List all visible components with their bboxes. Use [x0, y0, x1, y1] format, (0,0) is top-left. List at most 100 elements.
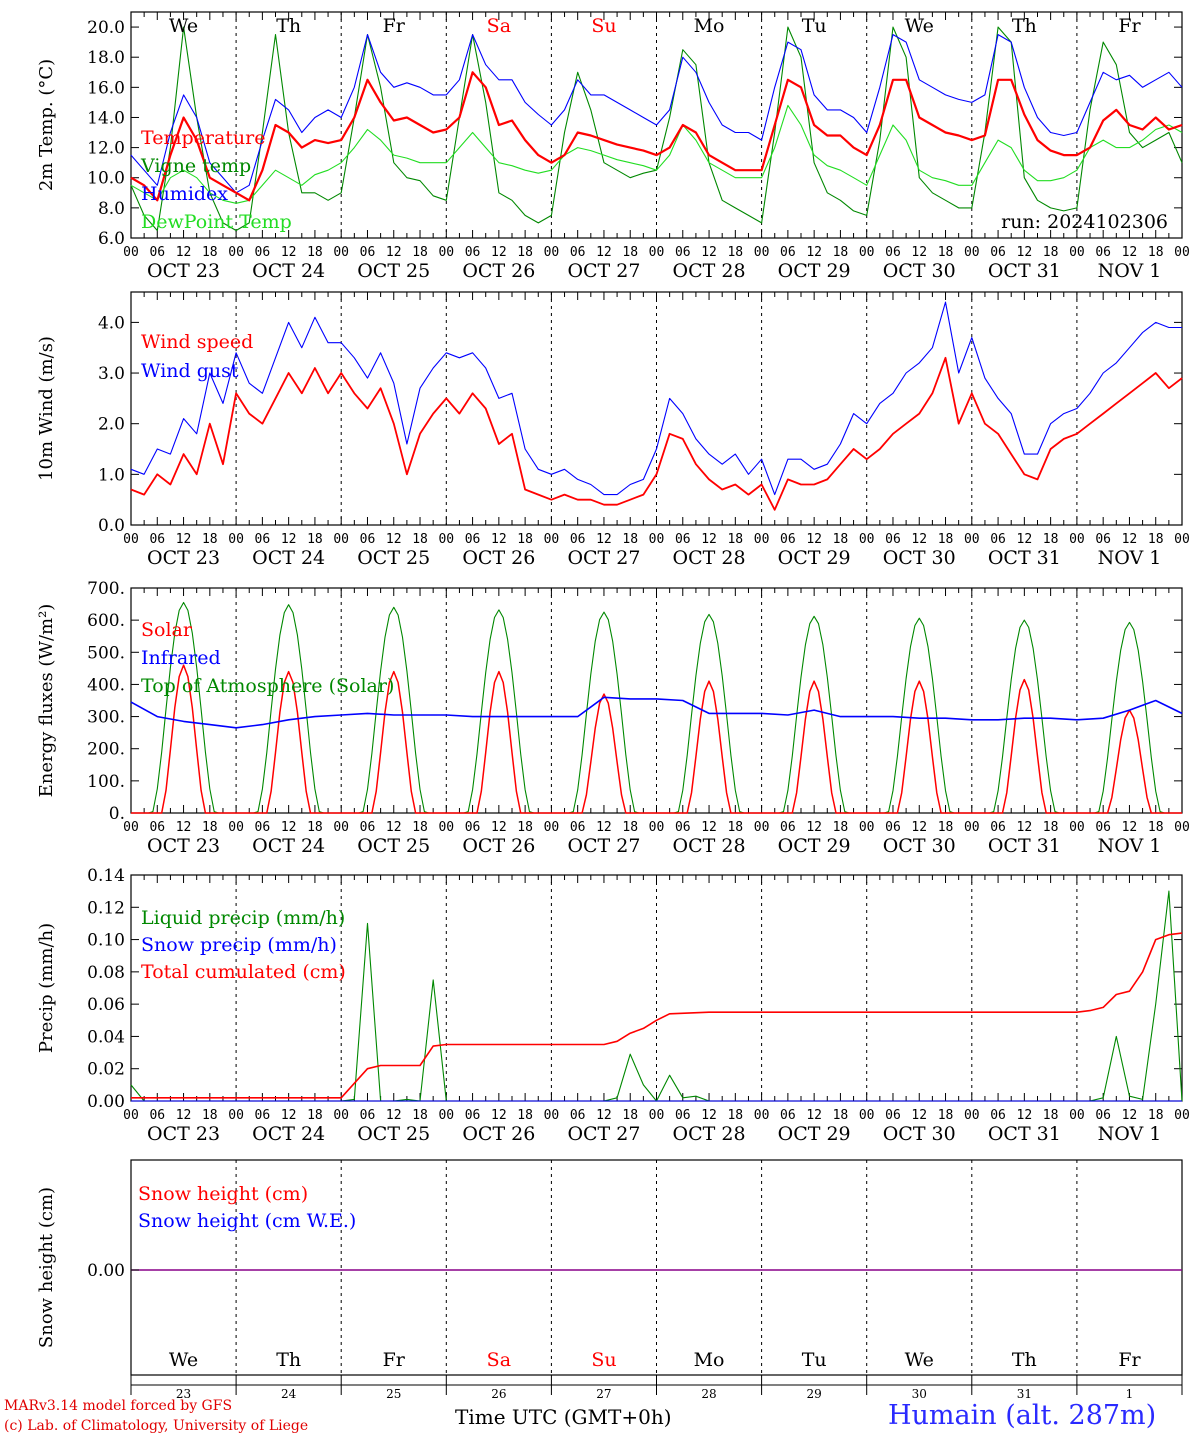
- y-tick-label: 20.0: [87, 18, 125, 38]
- x-tick-label: 00: [123, 820, 139, 835]
- y-tick-label: 16.0: [87, 78, 125, 98]
- x-tick-label: 18: [517, 820, 533, 835]
- x-tick-label: 12: [701, 245, 717, 260]
- legend-entry: Snow precip (mm/h): [141, 934, 337, 956]
- x-tick-label: 00: [1069, 1108, 1085, 1123]
- x-tick-label: 06: [675, 245, 691, 260]
- x-tick-label: 12: [806, 245, 822, 260]
- date-label: OCT 23: [147, 547, 220, 569]
- y-tick-label: 2.0: [98, 415, 125, 435]
- x-tick-label: 06: [149, 245, 165, 260]
- legend-entry: Total cumulated (cm): [141, 961, 346, 983]
- x-tick-label: 18: [938, 532, 954, 547]
- x-tick-label: 06: [360, 245, 376, 260]
- day-name: Fr: [383, 15, 406, 37]
- x-tick-label: 00: [1174, 245, 1190, 260]
- x-tick-label: 00: [859, 820, 875, 835]
- x-tick-label: 00: [1174, 820, 1190, 835]
- x-tick-label: 18: [517, 532, 533, 547]
- date-label: OCT 28: [673, 1123, 746, 1145]
- x-tick-label: 06: [465, 1108, 481, 1123]
- day-number: 26: [491, 1387, 506, 1401]
- liquid-precip-line: [130, 890, 1183, 1102]
- x-tick-label: 18: [833, 820, 849, 835]
- x-tick-label: 06: [1095, 1108, 1111, 1123]
- x-tick-label: 00: [544, 245, 560, 260]
- x-tick-label: 18: [202, 820, 218, 835]
- x-tick-label: 12: [806, 820, 822, 835]
- x-tick-label: 06: [465, 820, 481, 835]
- x-tick-label: 06: [885, 820, 901, 835]
- x-tick-label: 18: [622, 1108, 638, 1123]
- y-axis-label: Energy fluxes (W/m²): [36, 604, 57, 798]
- x-tick-label: 18: [727, 532, 743, 547]
- day-name: Fr: [1118, 15, 1141, 37]
- day-name: Sa: [487, 15, 511, 37]
- x-tick-label: 00: [333, 820, 349, 835]
- y-tick-label: 8.0: [98, 199, 125, 219]
- x-tick-label: 06: [149, 820, 165, 835]
- x-tick-label: 00: [649, 532, 665, 547]
- x-tick-label: 12: [1122, 245, 1138, 260]
- x-tick-label: 00: [123, 532, 139, 547]
- x-tick-label: 18: [833, 532, 849, 547]
- x-tick-label: 12: [386, 245, 402, 260]
- date-label: OCT 24: [252, 1123, 325, 1145]
- day-name: Fr: [383, 1349, 406, 1371]
- date-label: OCT 24: [252, 547, 325, 569]
- date-label: OCT 31: [988, 1123, 1061, 1145]
- x-tick-label: 18: [1043, 532, 1059, 547]
- x-tick-label: 00: [333, 1108, 349, 1123]
- total-cumulated-line: [131, 932, 1183, 1099]
- y-tick-label: 3.0: [98, 364, 125, 384]
- x-tick-label: 06: [990, 1108, 1006, 1123]
- date-label: OCT 30: [883, 547, 956, 569]
- x-tick-label: 12: [596, 532, 612, 547]
- date-label: OCT 27: [567, 547, 640, 569]
- y-axis-label: Precip (mm/h): [36, 923, 57, 1053]
- x-tick-label: 12: [596, 1108, 612, 1123]
- x-tick-label: 12: [176, 532, 192, 547]
- x-tick-label: 18: [412, 532, 428, 547]
- x-tick-label: 18: [833, 245, 849, 260]
- date-label: OCT 23: [147, 1123, 220, 1145]
- y-tick-label: 0.0: [98, 516, 125, 536]
- x-tick-label: 18: [1148, 245, 1164, 260]
- day-name: Th: [1012, 1349, 1037, 1371]
- x-tick-label: 18: [727, 820, 743, 835]
- x-tick-label: 00: [228, 532, 244, 547]
- date-label: OCT 27: [567, 1123, 640, 1145]
- x-tick-label: 18: [622, 245, 638, 260]
- day-number: 1: [1126, 1387, 1134, 1401]
- x-tick-label: 00: [123, 245, 139, 260]
- date-label: OCT 25: [357, 260, 430, 282]
- date-label: NOV 1: [1098, 547, 1162, 569]
- date-label: OCT 24: [252, 260, 325, 282]
- date-label: OCT 29: [778, 1123, 851, 1145]
- date-label: OCT 26: [462, 835, 535, 857]
- date-label: OCT 31: [988, 547, 1061, 569]
- x-tick-label: 12: [281, 245, 297, 260]
- x-tick-label: 06: [570, 1108, 586, 1123]
- x-tick-label: 18: [1148, 1108, 1164, 1123]
- x-tick-label: 06: [885, 1108, 901, 1123]
- legend-entry: Top of Atmosphere (Solar): [141, 675, 394, 697]
- y-tick-label: 14.0: [87, 108, 125, 128]
- x-tick-label: 00: [228, 820, 244, 835]
- x-tick-label: 00: [438, 532, 454, 547]
- x-tick-label: 06: [149, 1108, 165, 1123]
- wind-gust-line: [130, 301, 1182, 496]
- day-name: Th: [1012, 15, 1037, 37]
- x-tick-label: 18: [202, 245, 218, 260]
- day-name: Mo: [694, 1349, 725, 1371]
- x-tick-label: 00: [649, 1108, 665, 1123]
- date-label: OCT 24: [252, 835, 325, 857]
- y-tick-label: 10.0: [87, 169, 125, 189]
- date-label: NOV 1: [1098, 835, 1162, 857]
- y-tick-label: 6.0: [98, 229, 125, 249]
- x-tick-label: 12: [491, 820, 507, 835]
- x-tick-label: 00: [1174, 1108, 1190, 1123]
- dewpoint-line: [130, 104, 1183, 204]
- day-number: 24: [281, 1387, 297, 1401]
- day-name: We: [169, 15, 198, 37]
